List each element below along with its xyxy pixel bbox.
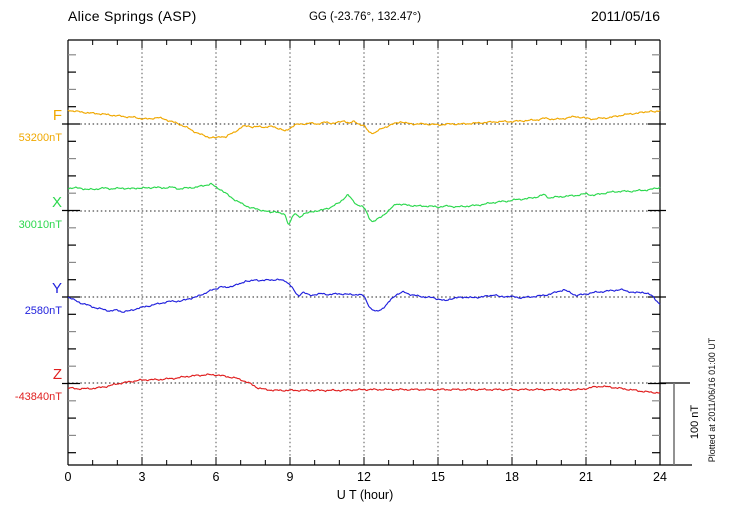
station-title: Alice Springs (ASP) xyxy=(68,8,197,24)
trace-letter-X: X xyxy=(51,194,62,211)
x-tick-label: 3 xyxy=(139,470,146,484)
x-tick-label: 15 xyxy=(431,470,445,484)
trace-Z xyxy=(67,373,661,394)
trace-F xyxy=(67,109,661,139)
plotted-at-note: Plotted at 2011/06/16 01:00 UT xyxy=(707,337,717,463)
trace-baseline-value-Y: 2580nT xyxy=(24,305,62,317)
x-tick-label: 18 xyxy=(505,470,519,484)
trace-baseline-value-X: 30010nT xyxy=(18,219,62,231)
trace-Y xyxy=(67,278,661,313)
x-axis-label: U T (hour) xyxy=(336,488,394,502)
x-tick-label: 0 xyxy=(65,470,72,484)
scale-bar-label: 100 nT xyxy=(689,404,701,440)
geographic-coordinates: GG (-23.76°, 132.47°) xyxy=(308,11,422,23)
x-tick-label: 9 xyxy=(287,470,294,484)
x-tick-label: 12 xyxy=(357,470,371,484)
x-tick-label: 6 xyxy=(213,470,220,484)
plot-date: 2011/05/16 xyxy=(590,8,660,24)
trace-baseline-value-F: 53200nT xyxy=(18,132,62,144)
trace-letter-Y: Y xyxy=(51,280,62,297)
trace-letter-F: F xyxy=(52,107,62,124)
trace-baseline-value-Z: -43840nT xyxy=(14,391,62,403)
trace-X xyxy=(67,182,661,225)
x-tick-label: 24 xyxy=(653,470,667,484)
x-tick-label: 21 xyxy=(579,470,593,484)
trace-letter-Z: Z xyxy=(52,366,62,383)
